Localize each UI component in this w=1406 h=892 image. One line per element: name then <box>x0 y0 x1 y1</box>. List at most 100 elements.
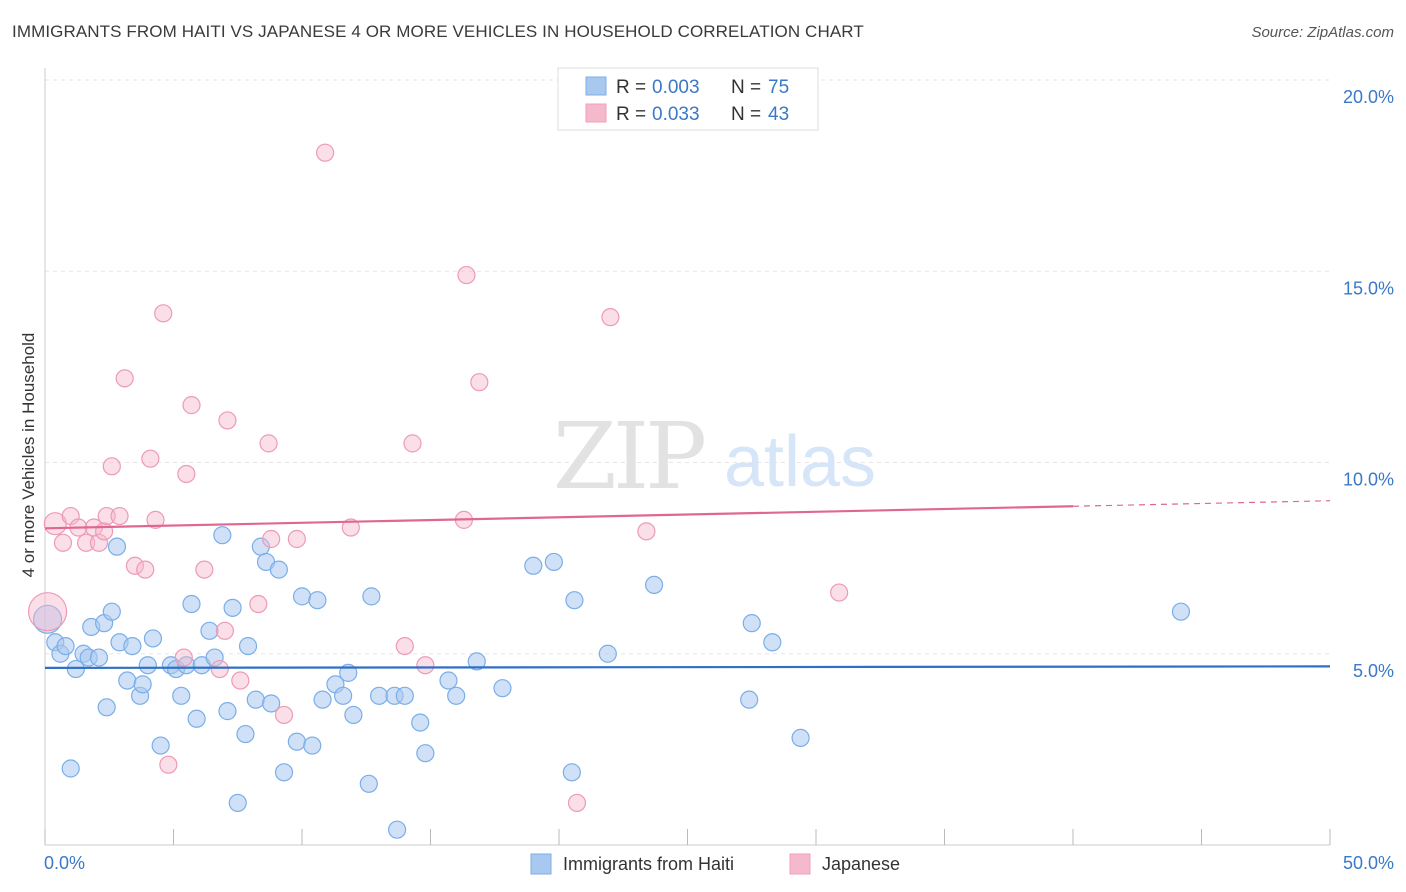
legend-bottom-swatch-haiti <box>530 853 552 875</box>
point-japanese <box>567 793 587 813</box>
point-haiti <box>565 591 584 610</box>
point-haiti <box>32 604 63 634</box>
watermark-zip: ZIP <box>553 403 704 510</box>
point-haiti <box>123 636 142 656</box>
trend-lines <box>44 500 1331 670</box>
point-haiti <box>644 575 664 595</box>
legend-n-value-0: 75 <box>768 77 789 98</box>
point-haiti <box>742 614 761 633</box>
point-japanese <box>102 457 121 476</box>
point-haiti <box>740 690 759 709</box>
point-japanese <box>830 583 849 602</box>
point-japanese <box>274 705 294 725</box>
legend-bottom: Immigrants from Haiti Japanese <box>530 853 900 875</box>
point-haiti <box>544 552 563 572</box>
point-japanese <box>316 143 335 162</box>
point-japanese <box>154 304 173 323</box>
point-japanese <box>136 560 155 579</box>
points <box>27 143 1191 839</box>
point-haiti <box>238 636 258 656</box>
point-japanese <box>259 434 278 453</box>
point-japanese <box>195 560 214 579</box>
point-haiti <box>493 679 512 698</box>
point-japanese <box>141 449 160 468</box>
point-haiti <box>387 820 407 839</box>
point-haiti <box>246 690 265 709</box>
source-label: Source: ZipAtlas.com <box>1251 24 1394 41</box>
point-haiti <box>562 763 581 782</box>
point-haiti <box>143 629 163 648</box>
point-japanese <box>182 396 201 415</box>
point-haiti <box>56 636 75 656</box>
point-japanese <box>637 522 656 541</box>
point-haiti <box>439 671 458 690</box>
legend-n-value-1: 43 <box>768 104 789 125</box>
point-japanese <box>403 434 422 453</box>
y-tick-label: 15.0% <box>1343 278 1394 298</box>
y-tick-label: 20.0% <box>1343 87 1394 107</box>
point-haiti <box>187 709 206 728</box>
point-haiti <box>416 744 435 763</box>
point-haiti <box>791 728 810 748</box>
point-haiti <box>313 690 332 709</box>
point-haiti <box>97 698 116 717</box>
x-tick-label-1: 50.0% <box>1343 853 1394 873</box>
point-haiti <box>205 648 224 667</box>
point-haiti <box>228 793 247 813</box>
grid <box>45 79 1330 655</box>
point-japanese <box>218 411 237 430</box>
axes: 5.0% 10.0% 15.0% 20.0% <box>44 68 1394 846</box>
point-haiti <box>598 644 617 663</box>
point-japanese <box>287 529 306 549</box>
point-japanese <box>115 369 134 388</box>
point-haiti <box>447 686 466 705</box>
legend-n-label-0: N = <box>731 77 761 98</box>
point-japanese <box>159 755 178 774</box>
point-japanese <box>177 464 196 484</box>
legend-swatch-japanese <box>585 103 607 123</box>
point-japanese <box>53 533 73 552</box>
point-haiti <box>411 713 430 732</box>
legend-bottom-swatch-japanese <box>789 853 811 875</box>
point-haiti <box>172 686 191 705</box>
point-haiti <box>370 686 389 705</box>
legend-top: R = 0.003 N = 75 R = 0.033 N = 43 <box>557 67 819 131</box>
point-haiti <box>274 763 294 782</box>
trend-line-haiti <box>44 665 1331 670</box>
point-japanese <box>249 594 268 614</box>
point-haiti <box>303 736 322 755</box>
point-haiti <box>344 705 363 725</box>
point-haiti <box>1171 602 1191 621</box>
point-japanese <box>89 533 109 552</box>
point-haiti <box>182 594 201 614</box>
point-haiti <box>362 587 381 606</box>
point-japanese <box>27 592 68 632</box>
legend-n-label-1: N = <box>731 104 761 125</box>
point-haiti <box>107 537 127 556</box>
point-haiti <box>292 587 312 606</box>
point-japanese <box>110 506 129 526</box>
point-japanese <box>125 556 145 575</box>
point-haiti <box>218 702 237 721</box>
point-japanese <box>77 533 96 552</box>
point-haiti <box>359 774 378 793</box>
point-haiti <box>200 621 219 640</box>
point-haiti <box>763 633 782 652</box>
point-haiti <box>269 560 288 579</box>
y-tick-label: 10.0% <box>1343 470 1394 490</box>
point-japanese <box>95 522 114 541</box>
point-japanese <box>601 308 620 327</box>
watermark-atlas: atlas <box>724 422 876 502</box>
y-axis-label: 4 or more Vehicles in Household <box>19 333 38 578</box>
point-japanese <box>395 636 414 656</box>
point-haiti <box>308 591 327 610</box>
point-japanese <box>470 373 489 392</box>
point-japanese <box>97 506 116 526</box>
legend-bottom-label-japanese: Japanese <box>822 854 900 874</box>
point-japanese <box>416 656 435 675</box>
trend-line-japanese <box>44 505 1074 530</box>
point-japanese <box>262 529 281 549</box>
legend-r-value-0: 0.003 <box>652 77 700 98</box>
point-haiti <box>213 526 232 545</box>
point-haiti <box>118 671 137 690</box>
